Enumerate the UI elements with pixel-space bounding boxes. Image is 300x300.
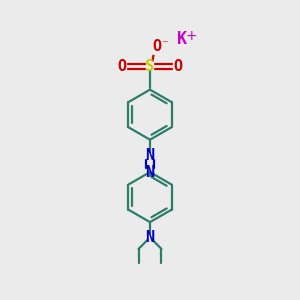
Text: O: O: [173, 58, 182, 74]
Text: K: K: [177, 30, 188, 48]
Text: N: N: [146, 230, 154, 245]
Text: N: N: [146, 165, 154, 180]
Text: O: O: [153, 39, 162, 54]
Text: S: S: [146, 58, 154, 74]
Text: O: O: [118, 58, 127, 74]
Text: N: N: [146, 148, 154, 164]
Text: ⁻: ⁻: [161, 38, 168, 51]
Text: +: +: [185, 29, 197, 43]
